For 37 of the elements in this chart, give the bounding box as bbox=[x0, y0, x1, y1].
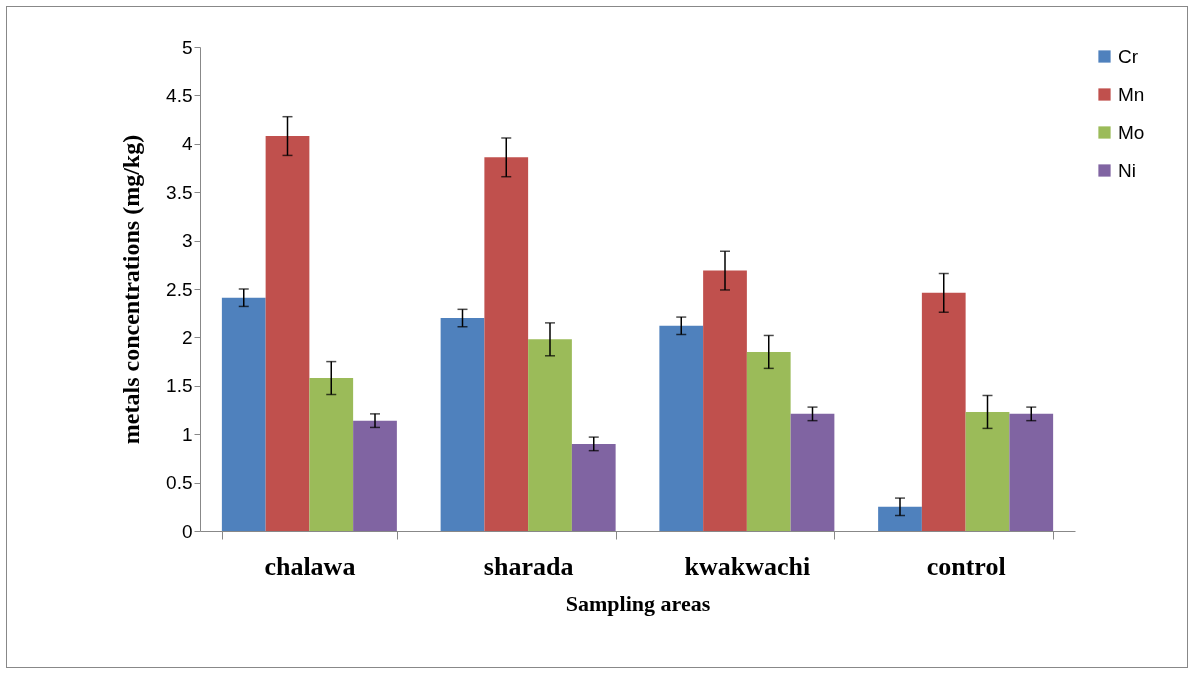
x-tick-label: control bbox=[926, 551, 1006, 581]
y-tick-label: 2 bbox=[181, 326, 193, 348]
y-tick-label: 3 bbox=[181, 230, 193, 252]
x-tick-label: chalawa bbox=[264, 551, 356, 581]
y-tick-label: 1 bbox=[181, 423, 193, 445]
bar bbox=[571, 443, 616, 531]
legend-label: Ni bbox=[1118, 159, 1136, 181]
bar bbox=[746, 351, 791, 531]
bar bbox=[309, 378, 354, 531]
y-tick-label: 3.5 bbox=[166, 181, 193, 203]
legend-label: Mo bbox=[1118, 121, 1145, 143]
bar bbox=[703, 270, 747, 531]
bar bbox=[484, 157, 529, 531]
y-axis-title: metals concentrations (mg/kg) bbox=[118, 134, 145, 445]
bar bbox=[440, 318, 485, 531]
bar bbox=[353, 420, 397, 531]
y-tick-label: 0 bbox=[181, 520, 193, 542]
y-tick-label: 1.5 bbox=[166, 375, 193, 397]
bar bbox=[790, 413, 835, 531]
legend-label: Cr bbox=[1118, 45, 1139, 67]
x-tick-label: sharada bbox=[483, 551, 574, 581]
bar bbox=[878, 506, 922, 531]
bar bbox=[528, 339, 572, 531]
bar bbox=[921, 292, 966, 531]
y-tick-label: 4 bbox=[181, 133, 193, 155]
y-tick-label: 5 bbox=[181, 36, 193, 58]
x-axis-title: Sampling areas bbox=[565, 590, 711, 616]
bar bbox=[1009, 413, 1054, 531]
x-tick-label: kwakwachi bbox=[684, 551, 811, 581]
y-tick-label: 2.5 bbox=[166, 278, 193, 300]
bar bbox=[265, 136, 310, 531]
bar bbox=[221, 297, 266, 531]
bar bbox=[965, 411, 1010, 531]
bar bbox=[659, 325, 704, 531]
legend-label: Mn bbox=[1118, 83, 1145, 105]
y-tick-label: 0.5 bbox=[166, 472, 193, 494]
y-tick-label: 4.5 bbox=[166, 84, 193, 106]
